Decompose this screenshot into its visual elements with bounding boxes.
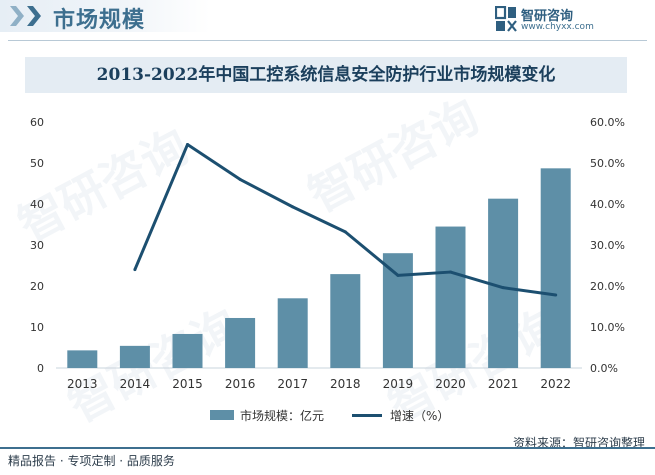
y-left-tick-label: 0	[37, 362, 44, 375]
x-tick-label: 2022	[540, 377, 571, 391]
y-right-tick-label: 60.0%	[590, 116, 625, 129]
x-tick-label: 2015	[172, 377, 203, 391]
page-header: 市场规模 智研咨询 www.chyxx.com	[0, 0, 655, 38]
growth-point-2021	[501, 286, 505, 290]
y-right-tick-label: 0.0%	[590, 362, 618, 375]
y-right-tick-label: 30.0%	[590, 239, 625, 252]
growth-point-2019	[396, 273, 400, 277]
bar-2020	[435, 226, 466, 368]
legend-swatch-line	[352, 413, 382, 417]
x-tick-label: 2019	[383, 377, 414, 391]
growth-point-2020	[449, 270, 452, 274]
chart-title-box: 2013-2022年中国工控系统信息安全防护行业市场规模变化	[25, 57, 627, 93]
x-tick-label: 2021	[488, 377, 519, 391]
y-left-tick-label: 60	[30, 116, 44, 129]
y-left-tick-label: 50	[30, 157, 44, 170]
growth-point-2016	[238, 177, 242, 181]
brand-name: 智研咨询	[521, 9, 574, 24]
growth-point-2018	[343, 230, 347, 234]
x-tick-label: 2016	[225, 377, 256, 391]
brand-logo: 智研咨询 www.chyxx.com	[495, 5, 645, 37]
footer-tagline: 精品报告 · 专项定制 · 品质服务	[8, 454, 175, 468]
chevron-right-icon	[10, 6, 24, 26]
source-note: 资料来源：智研咨询整理	[512, 436, 645, 450]
x-tick-label: 2020	[435, 377, 466, 391]
legend-swatch-bar	[210, 410, 234, 420]
header-divider	[8, 40, 647, 41]
growth-point-2014	[133, 268, 137, 272]
y-right-tick-label: 20.0%	[590, 280, 625, 293]
legend-label-line: 增速（%）	[390, 408, 450, 423]
y-right-tick-label: 10.0%	[590, 321, 625, 334]
legend-label-bar: 市场规模：亿元	[240, 408, 325, 423]
growth-point-2015	[186, 143, 189, 147]
growth-point-2022	[554, 293, 558, 297]
y-right-tick-label: 40.0%	[590, 198, 625, 211]
x-tick-label: 2013	[67, 377, 98, 391]
x-tick-label: 2014	[120, 377, 151, 391]
x-tick-label: 2018	[330, 377, 361, 391]
brand-url: www.chyxx.com	[521, 22, 594, 32]
bar-2013	[67, 350, 98, 368]
bar-2022	[540, 168, 571, 368]
bar-2016	[225, 317, 256, 368]
bar-2018	[330, 274, 361, 368]
bar-2019	[382, 253, 413, 368]
bar-2015	[172, 333, 203, 368]
legend-item-line: 增速（%）	[352, 405, 449, 425]
y-left-tick-label: 30	[30, 239, 44, 252]
y-right-tick-label: 50.0%	[590, 157, 625, 170]
chart-title: 2013-2022年中国工控系统信息安全防护行业市场规模变化	[96, 65, 556, 85]
x-tick-label: 2017	[277, 377, 308, 391]
y-left-tick-label: 10	[30, 321, 44, 334]
y-left-tick-label: 40	[30, 198, 44, 211]
legend-item-bar: 市场规模：亿元	[210, 405, 324, 425]
brand-logo-icon	[495, 6, 517, 32]
page-title: 市场规模	[53, 8, 146, 33]
y-left-tick-label: 20	[30, 280, 44, 293]
chart-canvas: 0 10 20 30 40 50 60 0.0% 10.0% 20.0% 30.0% 40.0% 50.…	[30, 116, 625, 391]
chevron-right-icon	[27, 6, 41, 26]
bar-2014	[119, 345, 150, 368]
chart-legend: 市场规模：亿元 增速（%）	[0, 405, 655, 425]
footer-divider	[0, 447, 655, 449]
bar-2017	[277, 298, 308, 368]
growth-point-2017	[291, 205, 295, 209]
